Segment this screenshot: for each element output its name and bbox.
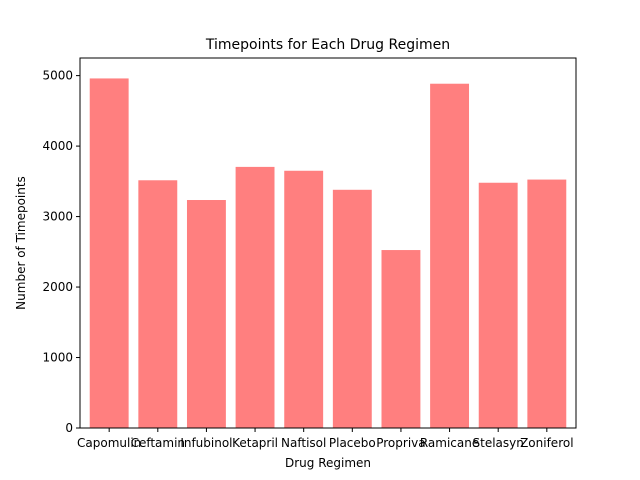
x-axis-label: Drug Regimen <box>285 456 371 470</box>
x-tick-label: Ramicane <box>420 436 479 450</box>
x-tick-label: Zoniferol <box>520 436 573 450</box>
x-tick-label: Naftisol <box>281 436 326 450</box>
bar-stelasyn <box>478 182 518 428</box>
bar-ramicane <box>430 83 470 428</box>
x-tick-label: Propriva <box>376 436 425 450</box>
bar-ceftamin <box>138 180 178 428</box>
bar-propriva <box>381 250 421 428</box>
x-tick-label: Infubinol <box>180 436 232 450</box>
bar-capomulin <box>89 78 129 428</box>
x-tick-label: Capomulin <box>77 436 141 450</box>
y-tick-label: 5000 <box>42 69 73 83</box>
bar-zoniferol <box>527 179 567 428</box>
x-tick-label: Placebo <box>329 436 376 450</box>
y-tick-label: 4000 <box>42 139 73 153</box>
y-tick-label: 2000 <box>42 280 73 294</box>
y-axis: 0 1000 2000 3000 4000 5000 <box>42 69 80 435</box>
y-axis-label: Number of Timepoints <box>14 176 28 310</box>
chart-title: Timepoints for Each Drug Regimen <box>205 37 450 53</box>
x-tick-label: Stelasyn <box>473 436 524 450</box>
plot-frame <box>79 57 577 429</box>
x-tick-label: Ceftamin <box>131 436 185 450</box>
x-tick-label: Ketapril <box>232 436 278 450</box>
y-tick-label: 0 <box>65 421 73 435</box>
bar-infubinol <box>186 200 226 428</box>
bar-naftisol <box>284 170 324 428</box>
y-tick-label: 3000 <box>42 210 73 224</box>
bar-placebo <box>332 189 372 428</box>
bars-group <box>89 78 567 428</box>
bar-ketapril <box>235 166 275 428</box>
y-tick-label: 1000 <box>42 351 73 365</box>
